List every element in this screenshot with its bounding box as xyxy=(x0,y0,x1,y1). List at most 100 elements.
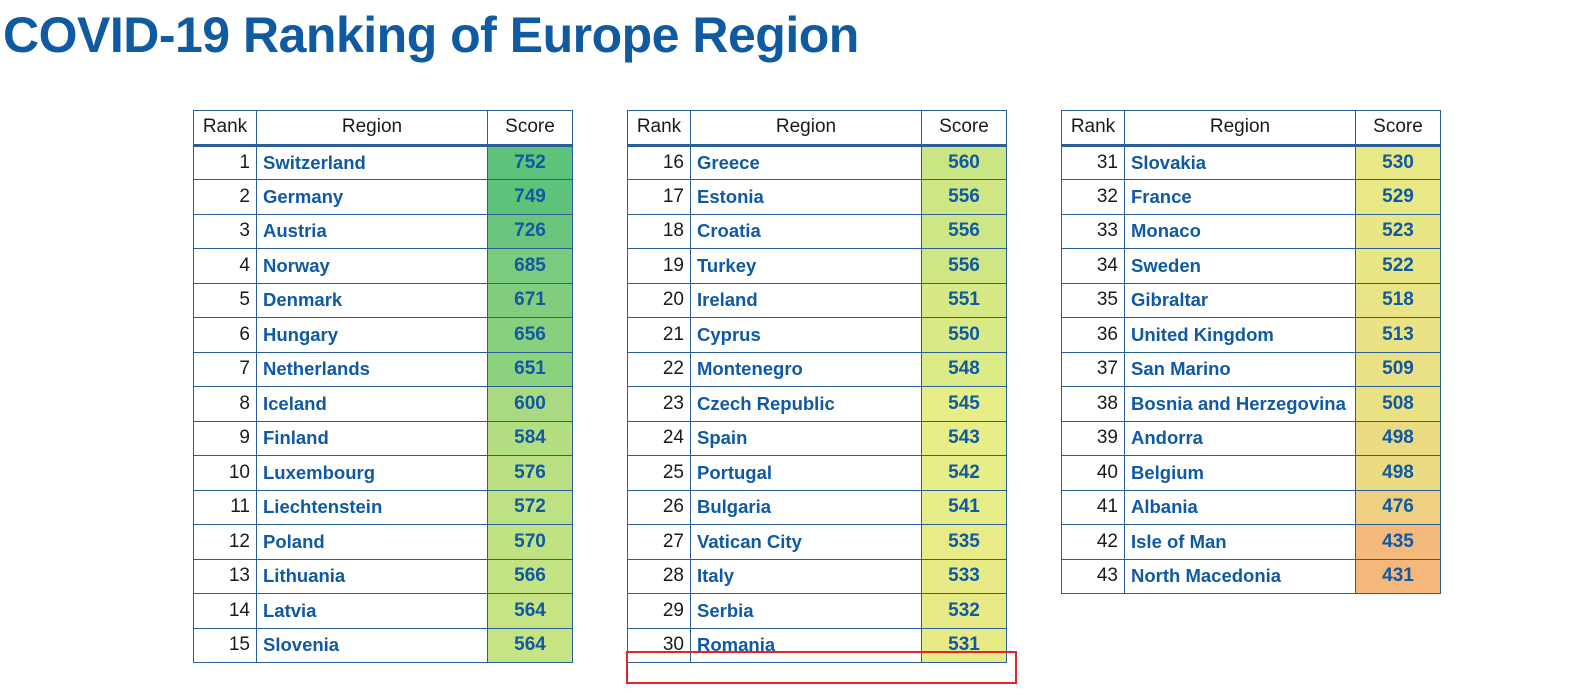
table-header-row: Rank Region Score xyxy=(627,110,1007,146)
region-cell: Finland xyxy=(256,420,488,456)
score-cell: 726 xyxy=(487,213,573,249)
rank-cell: 38 xyxy=(1061,386,1125,422)
region-cell: Cyprus xyxy=(690,317,922,353)
table-row: 9 Finland 584 xyxy=(193,420,573,456)
score-header: Score xyxy=(921,110,1007,146)
table-row: 29 Serbia 532 xyxy=(627,593,1007,629)
table-row: 39 Andorra 498 xyxy=(1061,420,1441,456)
table-row: 10 Luxembourg 576 xyxy=(193,455,573,491)
score-cell: 541 xyxy=(921,489,1007,525)
region-cell: Lithuania xyxy=(256,558,488,594)
table-row: 28 Italy 533 xyxy=(627,558,1007,594)
rank-cell: 24 xyxy=(627,420,691,456)
rank-cell: 40 xyxy=(1061,455,1125,491)
score-cell: 548 xyxy=(921,351,1007,387)
rank-cell: 16 xyxy=(627,143,691,180)
region-cell: Isle of Man xyxy=(1124,524,1356,560)
score-cell: 576 xyxy=(487,455,573,491)
table-row: 27 Vatican City 535 xyxy=(627,524,1007,560)
rank-cell: 12 xyxy=(193,524,257,560)
region-cell: Slovenia xyxy=(256,627,488,663)
table-row: 15 Slovenia 564 xyxy=(193,627,573,663)
score-cell: 752 xyxy=(487,143,573,180)
table-row: 17 Estonia 556 xyxy=(627,179,1007,215)
table-row: 43 North Macedonia 431 xyxy=(1061,558,1441,594)
score-cell: 529 xyxy=(1355,179,1441,215)
rank-cell: 41 xyxy=(1061,489,1125,525)
region-header: Region xyxy=(256,110,488,146)
region-cell: Gibraltar xyxy=(1124,282,1356,318)
table-header-row: Rank Region Score xyxy=(1061,110,1441,146)
score-cell: 530 xyxy=(1355,143,1441,180)
table-row: 31 Slovakia 530 xyxy=(1061,143,1441,180)
table-row: 23 Czech Republic 545 xyxy=(627,386,1007,422)
region-cell: Vatican City xyxy=(690,524,922,560)
table-row: 33 Monaco 523 xyxy=(1061,213,1441,249)
score-cell: 435 xyxy=(1355,524,1441,560)
table-row: 13 Lithuania 566 xyxy=(193,558,573,594)
ranking-table-1: Rank Region Score 1 Switzerland 752 2 German… xyxy=(193,110,573,663)
rank-cell: 5 xyxy=(193,282,257,318)
score-cell: 522 xyxy=(1355,248,1441,284)
region-cell: France xyxy=(1124,179,1356,215)
score-cell: 545 xyxy=(921,386,1007,422)
rank-cell: 14 xyxy=(193,593,257,629)
score-cell: 570 xyxy=(487,524,573,560)
table-row: 8 Iceland 600 xyxy=(193,386,573,422)
table-row: 14 Latvia 564 xyxy=(193,593,573,629)
score-cell: 685 xyxy=(487,248,573,284)
region-cell: Belgium xyxy=(1124,455,1356,491)
table-row: 3 Austria 726 xyxy=(193,213,573,249)
rank-header: Rank xyxy=(627,110,691,146)
score-cell: 560 xyxy=(921,143,1007,180)
score-cell: 566 xyxy=(487,558,573,594)
rank-cell: 1 xyxy=(193,143,257,180)
rank-cell: 13 xyxy=(193,558,257,594)
table-row: 36 United Kingdom 513 xyxy=(1061,317,1441,353)
rank-cell: 27 xyxy=(627,524,691,560)
region-cell: Czech Republic xyxy=(690,386,922,422)
score-header: Score xyxy=(487,110,573,146)
ranking-table-3: Rank Region Score 31 Slovakia 530 32 France 5… xyxy=(1061,110,1441,594)
region-cell: Albania xyxy=(1124,489,1356,525)
region-cell: Romania xyxy=(690,627,922,663)
score-cell: 431 xyxy=(1355,558,1441,594)
rank-cell: 4 xyxy=(193,248,257,284)
score-cell: 556 xyxy=(921,213,1007,249)
table-row: 7 Netherlands 651 xyxy=(193,351,573,387)
rank-cell: 39 xyxy=(1061,420,1125,456)
score-cell: 572 xyxy=(487,489,573,525)
rank-cell: 9 xyxy=(193,420,257,456)
rank-cell: 23 xyxy=(627,386,691,422)
region-cell: Estonia xyxy=(690,179,922,215)
score-cell: 535 xyxy=(921,524,1007,560)
score-cell: 533 xyxy=(921,558,1007,594)
region-cell: Andorra xyxy=(1124,420,1356,456)
score-cell: 532 xyxy=(921,593,1007,629)
region-header: Region xyxy=(690,110,922,146)
region-header: Region xyxy=(1124,110,1356,146)
rank-header: Rank xyxy=(193,110,257,146)
region-cell: Sweden xyxy=(1124,248,1356,284)
table-row: 12 Poland 570 xyxy=(193,524,573,560)
table-header-row: Rank Region Score xyxy=(193,110,573,146)
region-cell: Portugal xyxy=(690,455,922,491)
table-row: 22 Montenegro 548 xyxy=(627,351,1007,387)
table-row: 40 Belgium 498 xyxy=(1061,455,1441,491)
region-cell: Germany xyxy=(256,179,488,215)
region-cell: Greece xyxy=(690,143,922,180)
table-row: 16 Greece 560 xyxy=(627,143,1007,180)
region-cell: Bulgaria xyxy=(690,489,922,525)
region-cell: Poland xyxy=(256,524,488,560)
region-cell: Austria xyxy=(256,213,488,249)
region-cell: Croatia xyxy=(690,213,922,249)
ranking-table-2: Rank Region Score 16 Greece 560 17 Estonia 55… xyxy=(627,110,1007,663)
region-cell: Spain xyxy=(690,420,922,456)
rank-cell: 31 xyxy=(1061,143,1125,180)
region-cell: Turkey xyxy=(690,248,922,284)
score-cell: 543 xyxy=(921,420,1007,456)
region-cell: Serbia xyxy=(690,593,922,629)
table-row: 32 France 529 xyxy=(1061,179,1441,215)
rank-cell: 19 xyxy=(627,248,691,284)
table-row: 41 Albania 476 xyxy=(1061,489,1441,525)
